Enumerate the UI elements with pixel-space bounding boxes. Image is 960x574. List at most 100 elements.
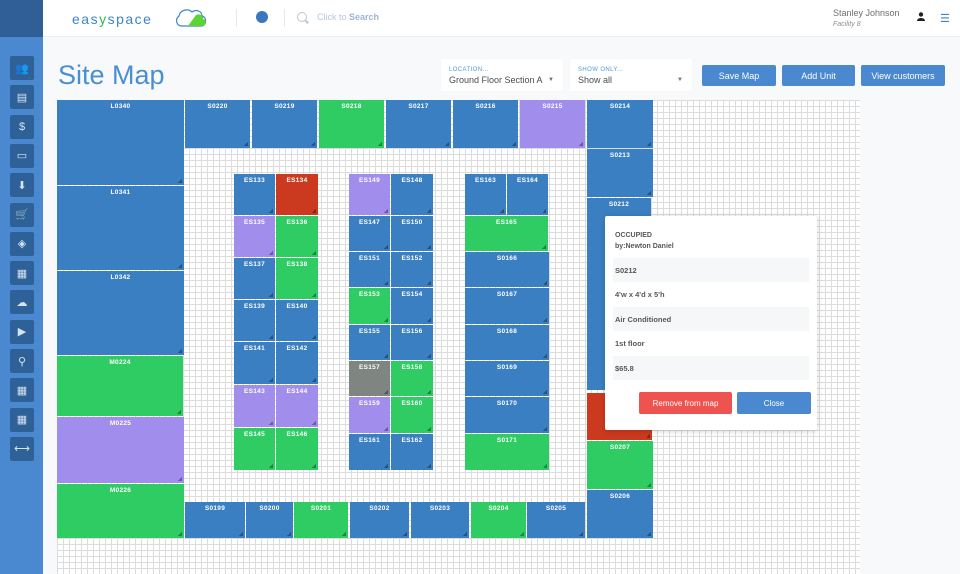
resize-handle-icon[interactable]: [269, 293, 273, 297]
resize-handle-icon[interactable]: [403, 532, 407, 536]
sidebar-item-more[interactable]: ⟷: [10, 436, 34, 461]
sidebar-item-units[interactable]: ◈: [10, 231, 34, 256]
resize-handle-icon[interactable]: [384, 464, 388, 468]
resize-handle-icon[interactable]: [239, 532, 243, 536]
location-select[interactable]: LOCATION... Ground Floor Section A ▼: [441, 59, 563, 91]
resize-handle-icon[interactable]: [427, 281, 431, 285]
unit-s0214[interactable]: S0214: [587, 100, 653, 148]
sidebar-item-location[interactable]: ⚲: [10, 349, 34, 373]
unit-es144[interactable]: ES144: [276, 385, 318, 427]
unit-es141[interactable]: ES141: [234, 342, 275, 384]
resize-handle-icon[interactable]: [378, 142, 382, 146]
resize-handle-icon[interactable]: [312, 378, 316, 382]
unit-es138[interactable]: ES138: [276, 258, 318, 299]
unit-s0217[interactable]: S0217: [386, 100, 451, 148]
resize-handle-icon[interactable]: [269, 378, 273, 382]
close-button[interactable]: Close: [737, 392, 811, 414]
resize-handle-icon[interactable]: [543, 281, 547, 285]
resize-handle-icon[interactable]: [543, 354, 547, 358]
search-icon[interactable]: [297, 12, 307, 22]
resize-handle-icon[interactable]: [427, 318, 431, 322]
resize-handle-icon[interactable]: [427, 427, 431, 431]
unit-s0170[interactable]: S0170: [465, 397, 549, 433]
unit-s0207[interactable]: S0207: [587, 441, 653, 489]
user-name[interactable]: Stanley Johnson: [833, 8, 900, 18]
sidebar-item-video[interactable]: ▶: [10, 319, 34, 344]
unit-es152[interactable]: ES152: [391, 252, 433, 287]
unit-es158[interactable]: ES158: [391, 361, 433, 396]
resize-handle-icon[interactable]: [287, 532, 291, 536]
resize-handle-icon[interactable]: [647, 532, 651, 536]
resize-handle-icon[interactable]: [427, 390, 431, 394]
unit-m0224[interactable]: M0224: [57, 356, 183, 416]
resize-handle-icon[interactable]: [178, 477, 182, 481]
resize-handle-icon[interactable]: [177, 410, 181, 414]
unit-es157[interactable]: ES157: [349, 361, 390, 396]
resize-handle-icon[interactable]: [427, 245, 431, 249]
resize-handle-icon[interactable]: [269, 464, 273, 468]
sidebar-item-download[interactable]: ⬇: [10, 173, 34, 198]
resize-handle-icon[interactable]: [384, 318, 388, 322]
resize-handle-icon[interactable]: [269, 335, 273, 339]
unit-es134[interactable]: ES134: [276, 174, 318, 215]
resize-handle-icon[interactable]: [269, 251, 273, 255]
sidebar-item-grid[interactable]: ▦: [10, 261, 34, 286]
unit-s0169[interactable]: S0169: [465, 361, 549, 396]
unit-s0199[interactable]: S0199: [185, 502, 245, 538]
unit-es142[interactable]: ES142: [276, 342, 318, 384]
resize-handle-icon[interactable]: [178, 179, 182, 183]
resize-handle-icon[interactable]: [647, 483, 651, 487]
unit-s0218[interactable]: S0218: [319, 100, 384, 148]
unit-es164[interactable]: ES164: [507, 174, 548, 215]
unit-es140[interactable]: ES140: [276, 300, 318, 341]
unit-es139[interactable]: ES139: [234, 300, 275, 341]
unit-es149[interactable]: ES149: [349, 174, 390, 215]
sidebar-item-inbox[interactable]: ▭: [10, 143, 34, 168]
resize-handle-icon[interactable]: [342, 532, 346, 536]
sidebar-item-table-2[interactable]: ▦: [10, 407, 34, 432]
resize-handle-icon[interactable]: [178, 532, 182, 536]
unit-s0215[interactable]: S0215: [520, 100, 585, 148]
sidebar-item-documents[interactable]: ▤: [10, 85, 34, 110]
add-unit-button[interactable]: Add Unit: [782, 65, 855, 86]
remove-from-map-button[interactable]: Remove from map: [639, 392, 732, 414]
view-customers-button[interactable]: View customers: [861, 65, 945, 86]
resize-handle-icon[interactable]: [312, 464, 316, 468]
resize-handle-icon[interactable]: [427, 209, 431, 213]
unit-s0167[interactable]: S0167: [465, 288, 549, 324]
unit-s0166[interactable]: S0166: [465, 252, 549, 287]
resize-handle-icon[interactable]: [647, 191, 651, 195]
resize-handle-icon[interactable]: [384, 209, 388, 213]
resize-handle-icon[interactable]: [269, 421, 273, 425]
resize-handle-icon[interactable]: [646, 434, 650, 438]
unit-es150[interactable]: ES150: [391, 216, 433, 251]
sidebar-item-cart[interactable]: 🛒: [10, 202, 34, 227]
unit-es137[interactable]: ES137: [234, 258, 275, 299]
unit-es162[interactable]: ES162: [391, 434, 433, 470]
unit-es151[interactable]: ES151: [349, 252, 390, 287]
resize-handle-icon[interactable]: [269, 209, 273, 213]
user-icon[interactable]: [917, 12, 925, 21]
resize-handle-icon[interactable]: [579, 142, 583, 146]
unit-es147[interactable]: ES147: [349, 216, 390, 251]
unit-l0340[interactable]: L0340: [57, 100, 184, 185]
unit-es133[interactable]: ES133: [234, 174, 275, 215]
search-trigger[interactable]: Click to Search: [317, 12, 379, 22]
resize-handle-icon[interactable]: [384, 354, 388, 358]
resize-handle-icon[interactable]: [312, 209, 316, 213]
menu-add-icon[interactable]: ☰: [940, 13, 950, 25]
show-only-select[interactable]: SHOW ONLY... Show all ▼: [570, 59, 692, 91]
unit-es165[interactable]: ES165: [465, 216, 548, 251]
unit-s0171[interactable]: S0171: [465, 434, 549, 470]
unit-s0204[interactable]: S0204: [471, 502, 526, 538]
unit-l0342[interactable]: L0342: [57, 271, 184, 355]
unit-s0219[interactable]: S0219: [252, 100, 317, 148]
unit-s0168[interactable]: S0168: [465, 325, 549, 360]
resize-handle-icon[interactable]: [463, 532, 467, 536]
resize-handle-icon[interactable]: [579, 532, 583, 536]
unit-es163[interactable]: ES163: [465, 174, 506, 215]
resize-handle-icon[interactable]: [178, 349, 182, 353]
unit-s0213[interactable]: S0213: [587, 149, 653, 197]
resize-handle-icon[interactable]: [244, 142, 248, 146]
resize-handle-icon[interactable]: [384, 427, 388, 431]
